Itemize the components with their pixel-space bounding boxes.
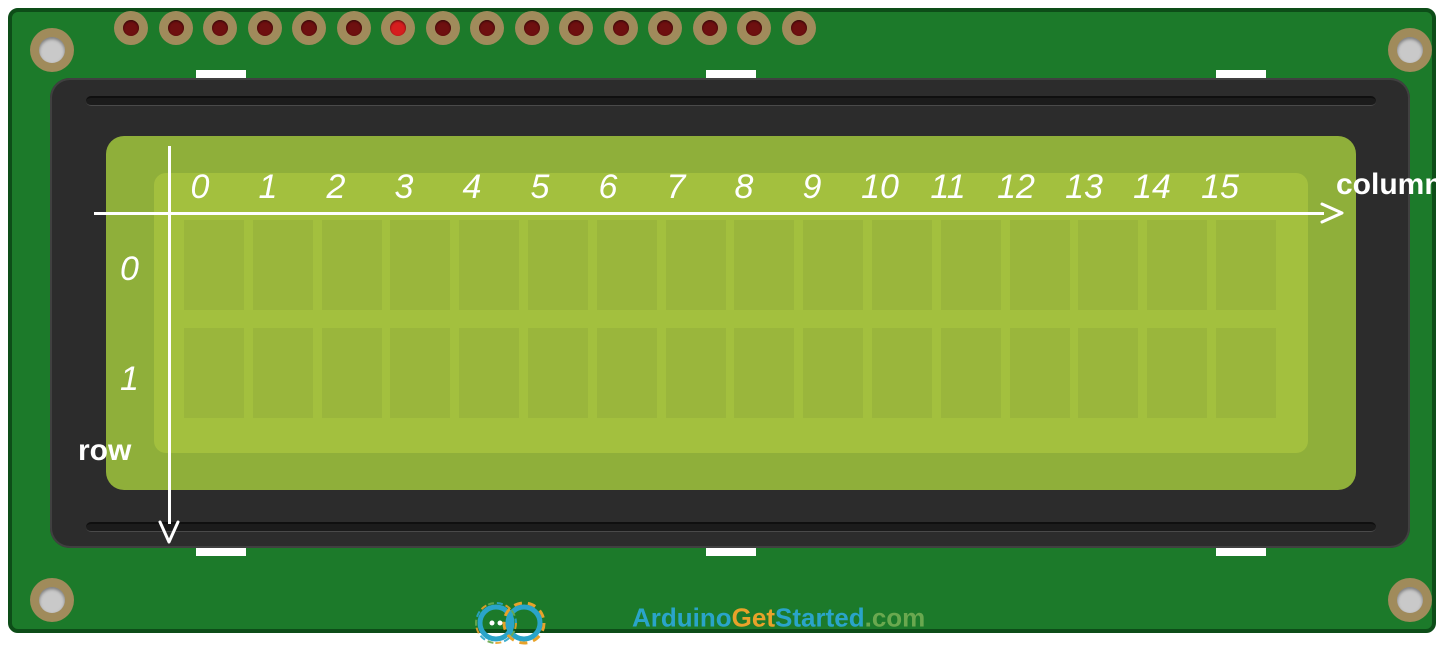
lcd-cell — [1010, 220, 1070, 310]
pin-pad — [248, 11, 282, 45]
row-axis-line — [168, 146, 171, 524]
column-index-label: 1 — [248, 168, 288, 207]
pin-pad — [515, 11, 549, 45]
lcd-cell — [322, 220, 382, 310]
pin-pad — [292, 11, 326, 45]
lcd-cell — [1147, 328, 1207, 418]
column-index-label: 8 — [724, 168, 764, 207]
lcd-cell — [666, 220, 726, 310]
credit-part: G — [732, 603, 752, 633]
bezel-groove-top — [86, 96, 1376, 106]
lcd-cell — [734, 220, 794, 310]
lcd-cell — [322, 328, 382, 418]
lcd-cell — [872, 328, 932, 418]
pin-pad — [159, 11, 193, 45]
column-index-label: 12 — [996, 168, 1036, 207]
lcd-cell — [1078, 328, 1138, 418]
row-axis-label: row — [78, 434, 131, 468]
lcd-cell — [666, 328, 726, 418]
lcd-cell — [184, 220, 244, 310]
column-index-label: 15 — [1200, 168, 1240, 207]
column-index-label: 0 — [180, 168, 220, 207]
pin-pad — [203, 11, 237, 45]
lcd-cell — [941, 328, 1001, 418]
credit-part: et — [752, 603, 775, 633]
column-axis-label: column — [1336, 168, 1443, 202]
row-arrow-icon — [156, 520, 182, 546]
mount-hole — [30, 578, 74, 622]
lcd-cell — [459, 220, 519, 310]
lcd-cell — [1010, 328, 1070, 418]
column-index-label: 11 — [928, 168, 968, 207]
lcd-cell — [253, 220, 313, 310]
column-index-label: 2 — [316, 168, 356, 207]
pin-pad — [381, 11, 415, 45]
row-index-label: 0 — [120, 250, 139, 289]
lcd-cell — [528, 220, 588, 310]
lcd-cell — [597, 328, 657, 418]
lcd-char-grid — [184, 220, 1276, 418]
lcd-cell — [1147, 220, 1207, 310]
column-index-label: 10 — [860, 168, 900, 207]
bezel-groove-bottom — [86, 522, 1376, 532]
column-index-label: 5 — [520, 168, 560, 207]
arduino-logo-icon — [450, 595, 570, 651]
pin-pad — [470, 11, 504, 45]
pin-pad — [337, 11, 371, 45]
lcd-cell — [734, 328, 794, 418]
credit-part: .com — [865, 603, 926, 633]
lcd-cell — [184, 328, 244, 418]
column-index-label: 4 — [452, 168, 492, 207]
mount-hole — [1388, 578, 1432, 622]
credit-part: rduino — [651, 603, 732, 633]
pin-pad — [782, 11, 816, 45]
credit-text: ArduinoGetStarted.com — [632, 603, 925, 634]
pin-pad — [648, 11, 682, 45]
mount-hole — [30, 28, 74, 72]
pin-pad — [426, 11, 460, 45]
lcd-cell — [1216, 328, 1276, 418]
lcd-cell — [597, 220, 657, 310]
lcd-cell — [941, 220, 1001, 310]
lcd-cell — [803, 328, 863, 418]
column-arrow-icon — [1320, 200, 1346, 226]
pin-pad — [693, 11, 727, 45]
lcd-cell — [872, 220, 932, 310]
column-index-label: 6 — [588, 168, 628, 207]
lcd-cell — [390, 328, 450, 418]
lcd-cell — [459, 328, 519, 418]
pin-pad — [114, 11, 148, 45]
pin-pad — [737, 11, 771, 45]
column-index-label: 7 — [656, 168, 696, 207]
lcd-cell — [803, 220, 863, 310]
column-axis-line — [94, 212, 1324, 215]
pin-pad — [559, 11, 593, 45]
column-index-label: 13 — [1064, 168, 1104, 207]
mount-hole — [1388, 28, 1432, 72]
credit-part: S — [775, 603, 792, 633]
column-index-label: 14 — [1132, 168, 1172, 207]
lcd-cell — [528, 328, 588, 418]
lcd-cell — [1216, 220, 1276, 310]
lcd-cell — [253, 328, 313, 418]
pin-pad — [604, 11, 638, 45]
credit-part: tarted — [792, 603, 864, 633]
lcd-cell — [1078, 220, 1138, 310]
column-index-label: 9 — [792, 168, 832, 207]
row-index-label: 1 — [120, 360, 139, 399]
column-index-label: 3 — [384, 168, 424, 207]
credit-part: A — [632, 603, 651, 633]
lcd-cell — [390, 220, 450, 310]
